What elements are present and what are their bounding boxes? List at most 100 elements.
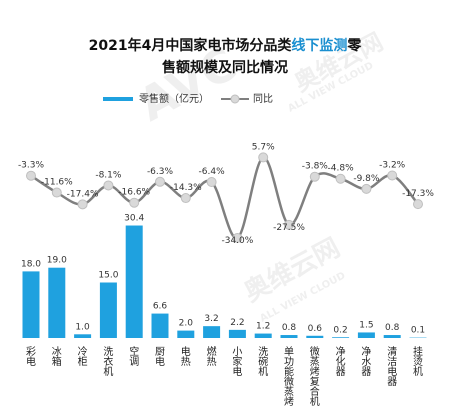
category-label-10-0: 单 [284, 346, 294, 358]
category-label-9-0: 洗 [258, 346, 268, 358]
bar-label-5: 6.6 [153, 302, 168, 312]
category-label-1-0: 冰 [52, 345, 62, 358]
category-label-14-1: 洁 [387, 355, 397, 368]
yoy-point-10 [284, 219, 294, 230]
bar-14 [383, 335, 401, 338]
bar-label-11: 0.6 [308, 324, 323, 334]
bar-label-8: 2.2 [230, 318, 244, 328]
bar-7 [203, 326, 221, 338]
bar-3 [99, 282, 117, 338]
category-label-15-1: 烫 [413, 356, 423, 368]
category-label-8-2: 电 [232, 365, 242, 378]
bar-label-13: 1.5 [359, 320, 373, 330]
category-label-13-2: 器 [361, 366, 371, 378]
yoy-label-12: -4.8% [328, 164, 355, 174]
bar-8 [228, 329, 246, 338]
category-label-15-2: 机 [413, 365, 423, 378]
category-label-10-4: 蒸 [284, 386, 294, 398]
bar-label-14: 0.8 [385, 323, 400, 333]
yoy-point-13 [361, 183, 372, 194]
category-label-14-2: 电 [387, 365, 397, 378]
category-label-7-1: 热 [207, 355, 217, 368]
category-label-10-2: 能 [284, 365, 294, 378]
chart-title-line1: 2021年4月中国家电市场分品类线下监测零 [89, 37, 363, 54]
bar-9 [254, 333, 272, 338]
category-label-8-1: 家 [232, 355, 242, 368]
chart-title-line2: 售额规模及同比情况 [161, 59, 288, 76]
yoy-label-2: -17.4% [67, 189, 99, 199]
yoy-point-2 [77, 199, 88, 210]
yoy-line [30, 156, 419, 240]
bar-label-3: 15.0 [98, 271, 118, 281]
yoy-label-4: -16.6% [118, 188, 150, 198]
yoy-point-12 [335, 173, 346, 184]
bar-label-9: 1.2 [256, 322, 270, 332]
yoy-label-5: -6.3% [147, 167, 174, 177]
category-label-6-0: 电 [181, 345, 191, 358]
category-label-5-0: 厨 [155, 346, 165, 358]
bar-6 [177, 330, 195, 338]
yoy-point-4 [129, 197, 140, 208]
category-label-14-0: 清 [387, 345, 397, 358]
bar-label-6: 2.0 [179, 319, 194, 329]
bar-label-1: 19.0 [47, 256, 67, 266]
yoy-point-14 [387, 170, 398, 181]
category-label-12-1: 化 [336, 355, 346, 368]
yoy-point-0 [26, 170, 36, 181]
bar-label-4: 30.4 [124, 214, 144, 224]
bar-2 [74, 334, 92, 338]
yoy-point-7 [206, 176, 217, 187]
category-label-3-1: 衣 [103, 355, 113, 368]
yoy-point-9 [258, 152, 269, 163]
yoy-point-15 [413, 199, 423, 210]
category-label-6-1: 热 [181, 355, 191, 368]
category-label-13-1: 水 [361, 356, 371, 368]
bar-0 [22, 271, 40, 338]
bar-10 [280, 335, 298, 338]
category-label-0-1: 电 [26, 355, 36, 368]
category-label-11-3: 复 [310, 375, 320, 388]
bar-12 [332, 337, 350, 338]
bar-label-15: 0.1 [411, 326, 425, 336]
bar-1 [48, 267, 66, 338]
category-label-11-5: 机 [310, 395, 320, 408]
category-label-10-3: 微 [284, 375, 294, 388]
yoy-label-0: -3.3% [18, 161, 45, 171]
chart-title-part-2: 零 [346, 37, 362, 54]
category-label-0-0: 彩 [26, 346, 36, 358]
bar-5 [151, 313, 169, 338]
category-label-3-2: 机 [103, 365, 113, 378]
bar-label-2: 1.0 [75, 322, 90, 332]
category-label-13-0: 净 [361, 345, 371, 358]
category-label-8-0: 小 [232, 346, 242, 358]
yoy-point-1 [51, 187, 62, 198]
category-label-1-1: 箱 [52, 355, 62, 368]
legend-line-label: 同比 [253, 93, 273, 105]
category-label-11-4: 合 [310, 385, 320, 398]
bar-11 [306, 335, 324, 338]
category-label-4-1: 调 [129, 356, 139, 368]
yoy-point-8 [232, 233, 243, 244]
yoy-point-6 [180, 193, 191, 204]
category-label-12-2: 器 [336, 366, 346, 378]
category-label-7-0: 燃 [207, 345, 217, 358]
yoy-label-8: -34.0% [221, 236, 253, 246]
yoy-label-9: 5.7% [252, 142, 275, 152]
category-label-10-1: 功 [284, 356, 294, 368]
yoy-label-14: -3.2% [379, 160, 406, 170]
legend-line-marker [230, 94, 240, 104]
category-label-11-0: 微 [310, 345, 320, 358]
category-label-9-2: 机 [258, 365, 268, 378]
category-label-4-0: 空 [129, 345, 139, 358]
bar-label-7: 3.2 [204, 314, 218, 324]
legend-bar-label: 零售额（亿元） [139, 92, 209, 105]
category-label-14-3: 器 [387, 376, 397, 388]
yoy-point-5 [155, 176, 165, 187]
bar-4 [125, 225, 143, 338]
category-label-11-1: 蒸 [310, 356, 320, 368]
bar-13 [357, 332, 375, 338]
legend-bar-swatch [103, 97, 133, 101]
category-label-12-0: 净 [336, 345, 346, 358]
bar-label-12: 0.2 [333, 325, 347, 335]
